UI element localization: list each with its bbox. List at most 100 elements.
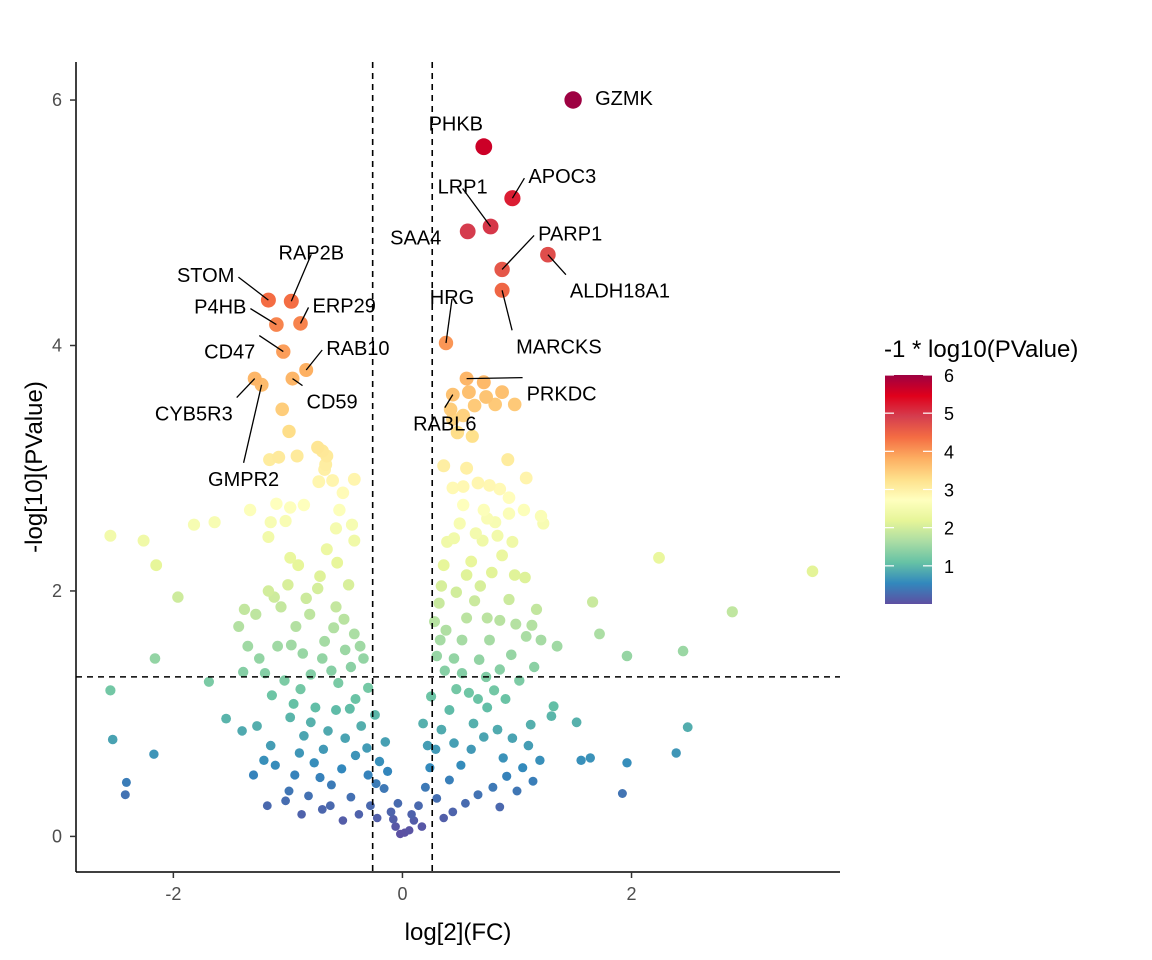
data-point bbox=[461, 612, 473, 624]
data-point bbox=[510, 618, 522, 630]
data-point bbox=[488, 782, 498, 792]
data-point bbox=[437, 559, 450, 572]
data-point bbox=[319, 635, 330, 647]
gene-label: PRKDC bbox=[527, 384, 597, 406]
data-point bbox=[417, 822, 427, 831]
data-point bbox=[311, 440, 325, 454]
data-point bbox=[433, 597, 445, 609]
data-point bbox=[326, 665, 337, 676]
data-point bbox=[345, 661, 357, 673]
data-point bbox=[238, 666, 249, 678]
data-point bbox=[346, 792, 356, 802]
data-point bbox=[203, 676, 214, 687]
data-point bbox=[187, 518, 201, 531]
data-point bbox=[347, 472, 361, 486]
legend-tick-label: 5 bbox=[944, 404, 954, 424]
leader-line bbox=[242, 384, 263, 463]
data-point bbox=[348, 628, 360, 640]
leader-line bbox=[462, 188, 492, 227]
gene-label: PARP1 bbox=[538, 223, 602, 245]
data-point bbox=[571, 717, 582, 728]
data-point bbox=[456, 408, 471, 423]
y-axis-title: -log[10](PValue) bbox=[21, 381, 48, 553]
labeled-data-point bbox=[293, 316, 308, 331]
data-point bbox=[314, 570, 326, 582]
data-point bbox=[434, 634, 446, 646]
data-point bbox=[310, 702, 321, 713]
data-point bbox=[275, 601, 287, 613]
data-point bbox=[456, 668, 468, 679]
data-point bbox=[342, 579, 355, 591]
data-point bbox=[107, 734, 118, 745]
data-point bbox=[366, 801, 375, 811]
scatter-points bbox=[104, 375, 819, 839]
data-point bbox=[318, 744, 329, 754]
leader-line bbox=[511, 177, 525, 199]
data-point bbox=[456, 480, 470, 493]
legend-tick-label: 3 bbox=[944, 481, 954, 501]
data-point bbox=[317, 653, 328, 664]
data-point bbox=[309, 758, 319, 768]
data-point bbox=[461, 798, 470, 808]
data-point bbox=[266, 690, 277, 701]
data-point bbox=[374, 756, 385, 767]
data-point bbox=[149, 749, 159, 759]
data-point bbox=[483, 479, 496, 492]
data-point bbox=[262, 801, 272, 811]
data-point bbox=[429, 616, 440, 628]
data-point bbox=[405, 826, 414, 835]
data-point bbox=[471, 476, 485, 490]
data-point bbox=[304, 608, 316, 620]
data-point bbox=[262, 531, 275, 543]
legend-tick-label: 4 bbox=[944, 442, 954, 462]
data-point bbox=[466, 744, 476, 754]
data-point bbox=[331, 556, 344, 569]
x-axis-title: log[2](FC) bbox=[405, 919, 512, 946]
data-point bbox=[450, 425, 465, 440]
data-point bbox=[448, 807, 458, 817]
threshold-lines bbox=[76, 62, 840, 872]
data-point bbox=[326, 474, 339, 487]
data-point bbox=[330, 601, 342, 613]
data-point bbox=[285, 712, 296, 723]
data-point bbox=[264, 516, 277, 529]
data-point bbox=[439, 665, 450, 676]
leader-line bbox=[238, 276, 269, 301]
data-point bbox=[576, 755, 586, 765]
legend-tick-label: 6 bbox=[944, 366, 954, 386]
data-point bbox=[121, 777, 131, 787]
data-point bbox=[312, 582, 324, 595]
data-point bbox=[329, 522, 343, 535]
data-point bbox=[501, 453, 515, 467]
data-point bbox=[443, 402, 458, 417]
data-point bbox=[502, 491, 516, 505]
data-point bbox=[372, 813, 382, 823]
data-point bbox=[104, 529, 117, 542]
data-point bbox=[242, 640, 254, 652]
data-point bbox=[354, 810, 364, 819]
data-point bbox=[468, 718, 479, 729]
y-tick-label: 6 bbox=[52, 90, 62, 110]
data-point bbox=[518, 763, 528, 773]
data-point bbox=[331, 705, 341, 715]
data-point bbox=[460, 461, 474, 475]
data-point bbox=[436, 724, 447, 735]
data-point bbox=[150, 559, 163, 572]
leader-line bbox=[466, 376, 523, 380]
legend-title: -1 * log10(PValue) bbox=[884, 336, 1078, 363]
data-point bbox=[500, 694, 511, 704]
data-point bbox=[507, 397, 522, 412]
data-point bbox=[292, 559, 305, 572]
gene-label: CD59 bbox=[307, 392, 358, 414]
labeled-data-point bbox=[564, 91, 582, 109]
data-point bbox=[551, 640, 563, 652]
data-point bbox=[323, 726, 333, 736]
gene-label: MARCKS bbox=[516, 336, 602, 358]
data-point bbox=[682, 722, 693, 733]
leader-line bbox=[501, 290, 513, 331]
data-point bbox=[546, 711, 557, 721]
data-point bbox=[333, 503, 346, 517]
data-point bbox=[272, 450, 286, 464]
data-point bbox=[465, 429, 479, 443]
